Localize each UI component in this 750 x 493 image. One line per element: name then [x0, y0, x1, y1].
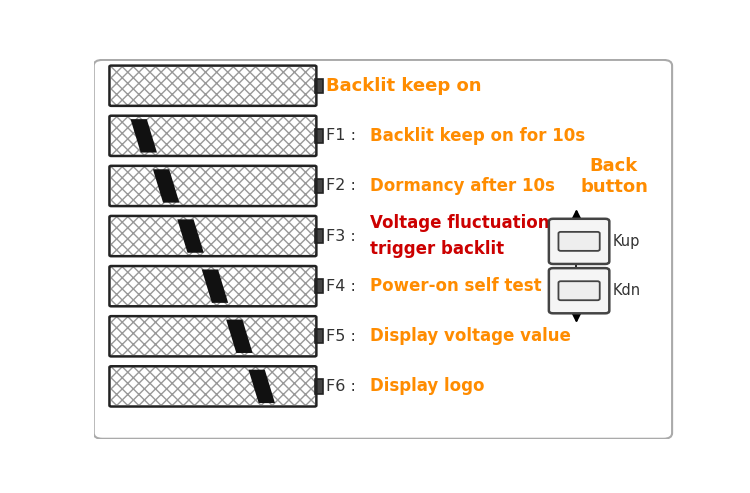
Text: Voltage fluctuation: Voltage fluctuation: [370, 214, 549, 232]
Bar: [111, 167, 315, 205]
Bar: [315, 179, 322, 193]
FancyBboxPatch shape: [549, 268, 609, 314]
Text: F5 :: F5 :: [326, 329, 356, 344]
Bar: [111, 267, 315, 305]
Polygon shape: [153, 169, 179, 203]
Bar: [315, 329, 322, 344]
Bar: [111, 267, 315, 305]
Text: Backlit keep on for 10s: Backlit keep on for 10s: [370, 127, 585, 145]
Bar: [111, 317, 315, 355]
Text: Kup: Kup: [612, 234, 640, 249]
Text: Display logo: Display logo: [370, 377, 484, 395]
Text: Power-on self test: Power-on self test: [370, 277, 542, 295]
Bar: [111, 67, 315, 105]
Bar: [111, 217, 315, 255]
Text: Kdn: Kdn: [612, 283, 640, 298]
Bar: [111, 317, 315, 355]
Bar: [315, 229, 322, 243]
Polygon shape: [248, 370, 275, 403]
Bar: [315, 379, 322, 393]
Bar: [111, 167, 315, 205]
Polygon shape: [130, 119, 157, 152]
Text: F3 :: F3 :: [326, 229, 356, 244]
Text: trigger backlit: trigger backlit: [370, 241, 504, 258]
Text: Back
button: Back button: [580, 157, 648, 196]
Text: F1 :: F1 :: [326, 128, 356, 143]
Polygon shape: [226, 319, 253, 353]
Polygon shape: [177, 219, 204, 253]
FancyBboxPatch shape: [94, 60, 672, 439]
Polygon shape: [202, 270, 228, 303]
Text: F2 :: F2 :: [326, 178, 356, 193]
Bar: [315, 78, 322, 93]
Bar: [111, 217, 315, 255]
Text: Dormancy after 10s: Dormancy after 10s: [370, 177, 555, 195]
Text: F6 :: F6 :: [326, 379, 356, 394]
Text: Backlit keep on: Backlit keep on: [326, 77, 482, 95]
FancyBboxPatch shape: [549, 219, 609, 264]
Bar: [315, 279, 322, 293]
Bar: [315, 129, 322, 143]
Text: F4 :: F4 :: [326, 279, 356, 294]
FancyBboxPatch shape: [559, 281, 600, 300]
Bar: [111, 367, 315, 405]
Bar: [111, 117, 315, 155]
Text: Display voltage value: Display voltage value: [370, 327, 571, 345]
Bar: [111, 367, 315, 405]
Bar: [111, 117, 315, 155]
Bar: [111, 67, 315, 105]
FancyBboxPatch shape: [559, 232, 600, 251]
